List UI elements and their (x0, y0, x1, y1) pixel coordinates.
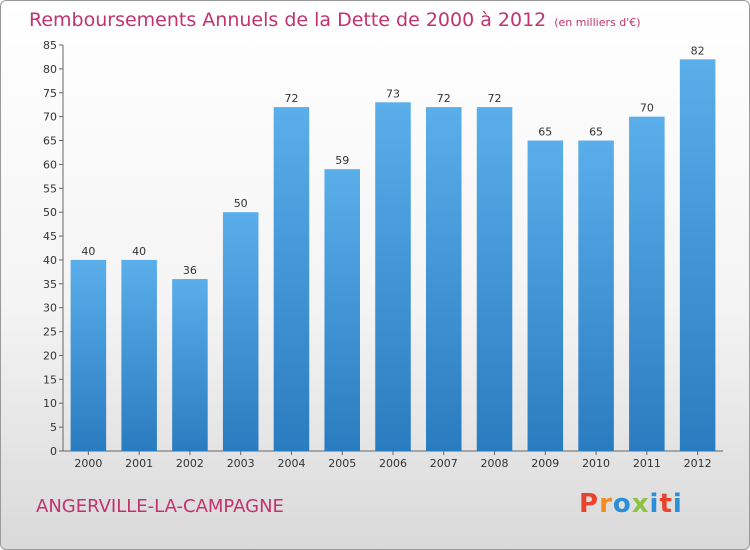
x-tick-label-2009: 2009 (531, 457, 559, 470)
bar-2003 (222, 212, 259, 451)
logo-letter: r (599, 489, 613, 519)
x-tick-label-2001: 2001 (125, 457, 153, 470)
data-label-2010: 65 (589, 126, 603, 139)
logo-letter: P (579, 489, 600, 519)
proxiti-logo[interactable]: Proxiti (579, 489, 683, 519)
y-tick-label: 55 (43, 182, 57, 195)
y-tick-label: 10 (43, 397, 57, 410)
y-tick-label: 60 (43, 158, 57, 171)
y-tick-label: 5 (50, 421, 57, 434)
x-tick-label-2000: 2000 (74, 457, 102, 470)
logo-letter: i (672, 489, 683, 519)
y-tick-label: 35 (43, 278, 57, 291)
data-label-2004: 72 (284, 92, 298, 105)
y-tick-label: 45 (43, 230, 57, 243)
logo-letter: x (631, 489, 650, 519)
x-tick-label-2008: 2008 (481, 457, 509, 470)
x-tick-label-2005: 2005 (328, 457, 356, 470)
bar-2007 (426, 107, 462, 451)
data-label-2011: 70 (640, 102, 654, 115)
bar-2011 (629, 116, 665, 451)
y-tick-label: 20 (43, 349, 57, 362)
y-tick-label: 30 (43, 302, 57, 315)
bar-2008 (476, 107, 513, 451)
y-tick-label: 40 (43, 254, 57, 267)
y-tick-label: 85 (43, 39, 57, 52)
logo-letter: i (649, 489, 660, 519)
y-tick-label: 75 (43, 87, 57, 100)
bar-2010 (578, 140, 614, 451)
bar-2004 (273, 107, 310, 451)
city-name: ANGERVILLE-LA-CAMPAGNE (36, 496, 284, 517)
logo-letter: o (612, 489, 632, 519)
chart-title: Remboursements Annuels de la Dette de 20… (29, 9, 641, 31)
y-tick-label: 50 (43, 206, 57, 219)
bar-2006 (375, 102, 411, 451)
data-label-2005: 59 (335, 154, 349, 167)
data-label-2009: 65 (538, 126, 552, 139)
logo-letter: t (659, 489, 673, 519)
bar-2001 (121, 259, 157, 451)
x-tick-label-2003: 2003 (227, 457, 255, 470)
data-label-2001: 40 (132, 245, 146, 258)
bar-2012 (679, 59, 716, 452)
y-tick-label: 70 (43, 111, 57, 124)
data-label-2008: 72 (488, 92, 502, 105)
y-tick-label: 80 (43, 63, 57, 76)
bars: 40 40 36 50 72 59 73 72 72 65 65 70 82 (70, 44, 716, 452)
x-tick-label-2004: 2004 (277, 457, 305, 470)
y-tick-label: 15 (43, 373, 57, 386)
data-label-2002: 36 (183, 264, 197, 277)
bar-2000 (70, 259, 107, 451)
bar-2005 (324, 169, 360, 451)
title-text: Remboursements Annuels de la Dette de 20… (29, 9, 547, 31)
data-label-2000: 40 (81, 245, 95, 258)
y-tick-label: 0 (50, 445, 57, 458)
data-label-2012: 82 (691, 44, 705, 57)
x-tick-label-2011: 2011 (633, 457, 661, 470)
y-tick-label: 65 (43, 135, 57, 148)
x-tick-label-2002: 2002 (176, 457, 204, 470)
data-label-2007: 72 (437, 92, 451, 105)
bar-2009 (527, 140, 564, 451)
x-tick-label-2006: 2006 (379, 457, 407, 470)
data-label-2006: 73 (386, 87, 400, 100)
x-tick-label-2012: 2012 (684, 457, 712, 470)
bar-2002 (172, 279, 208, 451)
chart-subtitle: (en milliers d'€) (554, 16, 641, 29)
data-label-2003: 50 (234, 197, 248, 210)
y-tick-label: 25 (43, 326, 57, 339)
x-tick-label-2007: 2007 (430, 457, 458, 470)
x-tick-label-2010: 2010 (582, 457, 610, 470)
